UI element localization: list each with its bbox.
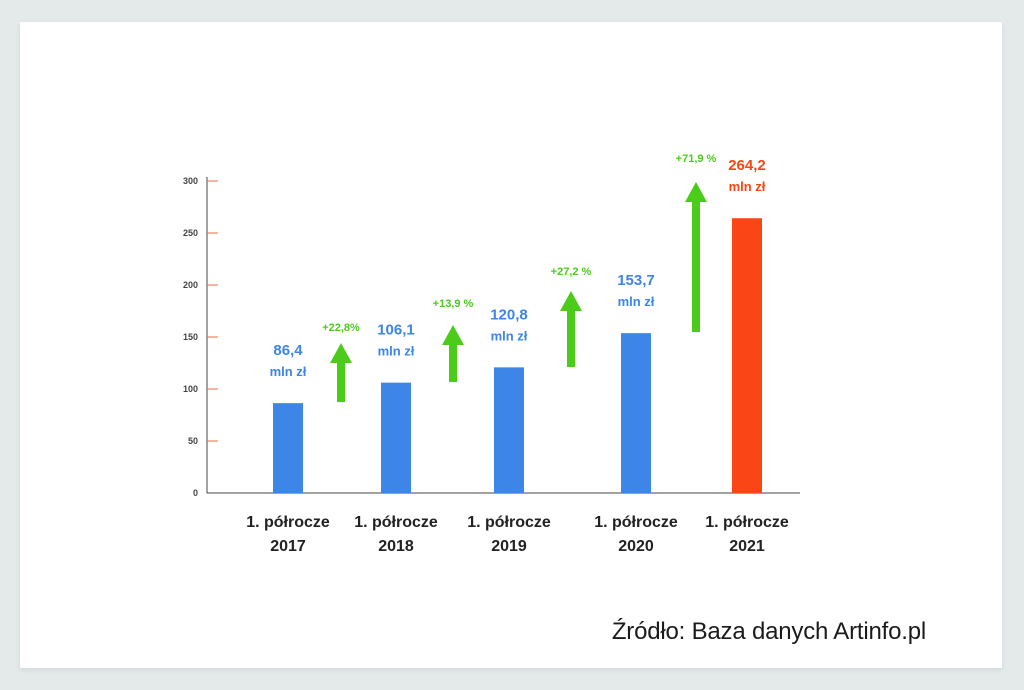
category-label: 1. półrocze [246, 514, 330, 531]
growth-label: +13,9 % [433, 298, 474, 310]
growth-label: +71,9 % [676, 153, 717, 165]
value-label: 106,1 [377, 322, 415, 339]
y-tick-label: 150 [183, 332, 198, 342]
y-tick-label: 100 [183, 384, 198, 394]
y-tick-label: 200 [183, 280, 198, 290]
category-label: 1. półrocze [594, 514, 678, 531]
bar [621, 333, 651, 493]
bar [732, 218, 762, 493]
value-label: 86,4 [273, 342, 303, 359]
category-year-label: 2020 [618, 538, 654, 555]
value-label: 264,2 [728, 157, 766, 174]
category-year-label: 2021 [729, 538, 765, 555]
growth-arrow-shaft [692, 201, 700, 332]
bar-chart: 0 50 100 150 200 250 300 86,4 mln zł 1. półrocze 2… [183, 153, 800, 555]
value-label: 120,8 [490, 306, 528, 323]
value-label: 153,7 [617, 272, 655, 289]
growth-label: +22,8% [322, 322, 360, 334]
growth-arrow-shaft [567, 310, 575, 367]
value-unit-label: mln zł [378, 344, 415, 359]
bar [381, 382, 411, 493]
y-tick-label: 50 [188, 436, 198, 446]
growth-arrow-head [685, 182, 707, 202]
growth-arrow-shaft [449, 344, 457, 382]
y-tick-label: 0 [193, 488, 198, 498]
growth-label: +27,2 % [551, 266, 592, 278]
value-unit-label: mln zł [729, 179, 766, 194]
y-tick-label: 250 [183, 228, 198, 238]
value-unit-label: mln zł [491, 328, 528, 343]
bar [273, 403, 303, 493]
y-tick-label: 300 [183, 176, 198, 186]
category-label: 1. półrocze [467, 514, 551, 531]
growth-arrow-head [330, 343, 352, 363]
category-label: 1. półrocze [354, 514, 438, 531]
chart-card: 0 50 100 150 200 250 300 86,4 mln zł 1. półrocze 2… [20, 22, 1002, 668]
bar [494, 367, 524, 493]
growth-arrow-head [560, 291, 582, 311]
value-unit-label: mln zł [618, 294, 655, 309]
growth-arrow-shaft [337, 362, 345, 402]
category-year-label: 2018 [378, 538, 414, 555]
category-year-label: 2017 [270, 538, 306, 555]
category-year-label: 2019 [491, 538, 527, 555]
category-label: 1. półrocze [705, 514, 789, 531]
value-unit-label: mln zł [270, 364, 307, 379]
source-note: Źródło: Baza danych Artinfo.pl [611, 618, 926, 645]
growth-arrow-head [442, 325, 464, 345]
